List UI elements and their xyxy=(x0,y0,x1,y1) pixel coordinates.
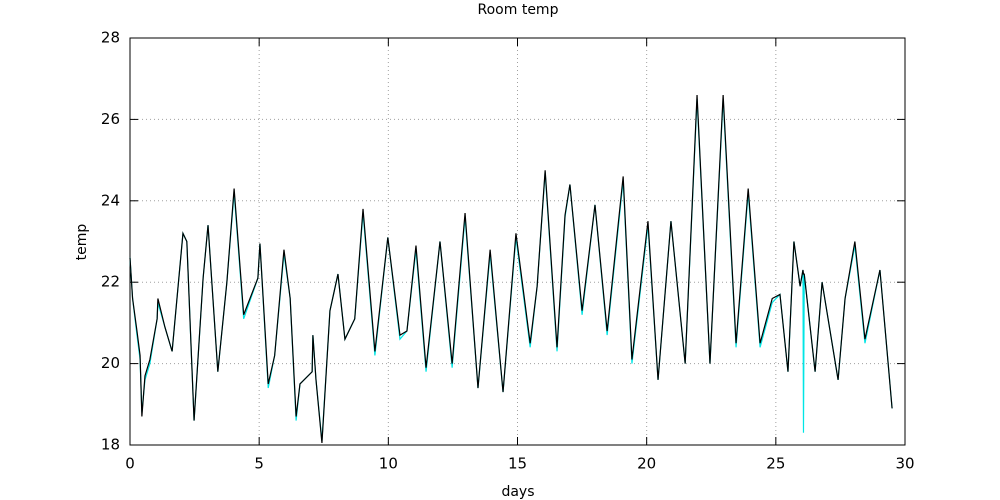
y-axis-label: temp xyxy=(74,224,90,261)
y-tick-label: 26 xyxy=(101,110,120,128)
x-tick-label: 0 xyxy=(125,455,135,473)
y-tick-label: 20 xyxy=(101,354,120,372)
chart-title: Room temp xyxy=(478,2,559,18)
x-tick-label: 20 xyxy=(637,455,656,473)
y-tick-label: 18 xyxy=(101,436,120,454)
y-tick-label: 24 xyxy=(101,191,120,209)
x-axis-label: days xyxy=(501,484,534,500)
x-tick-label: 30 xyxy=(895,455,914,473)
x-tick-label: 10 xyxy=(379,455,398,473)
x-tick-label: 15 xyxy=(508,455,527,473)
x-tick-label: 5 xyxy=(254,455,264,473)
plot-frame xyxy=(129,37,906,446)
y-tick-label: 22 xyxy=(101,273,120,291)
x-tick-label: 25 xyxy=(766,455,785,473)
y-tick-label: 28 xyxy=(101,29,120,47)
series-line xyxy=(129,94,893,444)
